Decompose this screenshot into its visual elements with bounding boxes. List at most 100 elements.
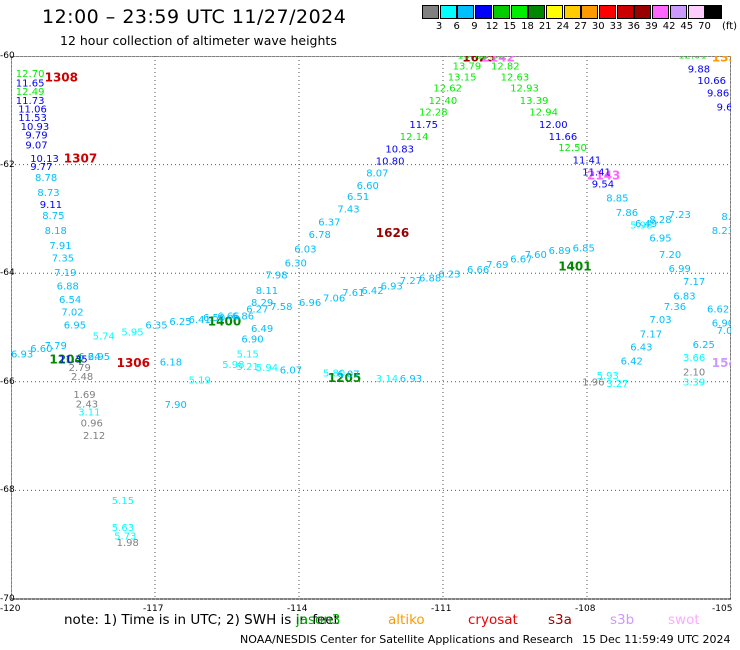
colorbar-swatch bbox=[528, 5, 546, 19]
pass-time-label: 1204 bbox=[49, 352, 82, 366]
wave-height-value: 5.63 bbox=[112, 523, 134, 534]
wave-height-value: 8.23 bbox=[712, 226, 731, 237]
colorbar-label: 12 bbox=[485, 21, 499, 32]
colorbar-swatch bbox=[599, 5, 616, 19]
wave-height-value: 12.14 bbox=[400, 132, 429, 143]
wave-height-value: 12.00 bbox=[539, 120, 568, 131]
wave-height-value: 8.11 bbox=[256, 286, 278, 297]
colorbar-swatch bbox=[475, 5, 493, 19]
wave-height-value: 6.50 bbox=[203, 313, 225, 324]
wave-height-value: 7.17 bbox=[640, 329, 662, 340]
wave-height-value: 6.60 bbox=[30, 344, 52, 355]
wave-height-value: 6.95 bbox=[649, 234, 671, 245]
wave-height-value: 9.86 bbox=[707, 89, 729, 100]
pass-time-label: 1307 bbox=[64, 151, 97, 165]
credit-text: NOAA/NESDIS Center for Satellite Applica… bbox=[240, 633, 574, 646]
wave-height-value: 7.60 bbox=[525, 250, 547, 261]
wave-height-value: 7.98 bbox=[265, 271, 287, 282]
wave-height-value: 10.93 bbox=[21, 122, 50, 133]
wave-height-value: 6.43 bbox=[630, 342, 652, 353]
wave-height-value: 7.20 bbox=[659, 250, 681, 261]
footer-note: note: 1) Time is in UTC; 2) SWH is in fe… bbox=[64, 612, 339, 628]
pass-time-label: 2143 bbox=[587, 168, 620, 182]
wave-height-value: 12.94 bbox=[529, 108, 558, 119]
wave-height-value: 6.93 bbox=[11, 349, 33, 360]
wave-height-value: 6.83 bbox=[673, 291, 695, 302]
wave-height-value: 11.66 bbox=[549, 132, 578, 143]
colorbar-label: 33 bbox=[609, 21, 623, 32]
wave-height-value: 7.86 bbox=[616, 208, 638, 219]
wave-height-value: 8.93 bbox=[721, 212, 731, 223]
wave-height-value: 6.30 bbox=[285, 259, 307, 270]
wave-height-value: 2.43 bbox=[76, 399, 98, 410]
longitude-label: -108 bbox=[575, 604, 596, 614]
wave-height-value: 12.01 bbox=[678, 56, 707, 62]
colorbar-label: 70 bbox=[698, 21, 711, 32]
pass-time-label: 1626 bbox=[376, 226, 409, 240]
wave-height-value: 6.88 bbox=[57, 281, 79, 292]
wave-height-value: 5.93 bbox=[597, 371, 619, 382]
wave-height-value: 12.70 bbox=[16, 69, 45, 80]
wave-height-value: 2.48 bbox=[71, 372, 93, 383]
wave-height-value: 12.93 bbox=[510, 83, 539, 94]
wave-height-value: 9.79 bbox=[25, 131, 47, 142]
colorbar-unit: (ft) bbox=[722, 21, 738, 32]
wave-height-value: 8.07 bbox=[366, 169, 388, 180]
wave-height-value: 3.66 bbox=[683, 353, 705, 364]
colorbar-label: 27 bbox=[574, 21, 587, 32]
longitude-label: -120 bbox=[0, 604, 21, 614]
wave-height-value: 6.86 bbox=[232, 311, 254, 322]
wave-height-value: 13.79 bbox=[453, 62, 482, 73]
pass-time-label: 135 bbox=[712, 56, 731, 64]
latitude-label: -70 bbox=[0, 594, 15, 604]
colorbar-swatch bbox=[669, 5, 687, 19]
wave-height-value: 13.73 bbox=[457, 56, 486, 62]
map-subtitle: 12 hour collection of altimeter wave hei… bbox=[60, 33, 337, 48]
generation-timestamp: 15 Dec 11:59:49 UTC 2024 bbox=[582, 633, 731, 646]
wave-height-value: 6.25 bbox=[693, 340, 715, 351]
latitude-label: -68 bbox=[0, 485, 15, 496]
wave-height-value: 12.62 bbox=[433, 83, 462, 94]
wave-height-value: 7.36 bbox=[664, 302, 686, 313]
wave-height-value: 10.66 bbox=[697, 76, 726, 87]
colorbar-swatch bbox=[422, 5, 439, 19]
latitude-label: -60 bbox=[0, 51, 15, 61]
wave-height-value: 6.88 bbox=[419, 273, 441, 284]
wave-height-value: 6.93 bbox=[381, 281, 403, 292]
wave-height-value: 7.17 bbox=[683, 277, 705, 288]
wave-height-value: 7.79 bbox=[45, 341, 67, 352]
pass-time-label: 1205 bbox=[328, 371, 361, 385]
colorbar-label: 18 bbox=[521, 21, 534, 32]
wave-height-value: 3.14 bbox=[376, 374, 398, 385]
wave-height-value: 7.69 bbox=[486, 260, 508, 271]
colorbar-swatch bbox=[457, 5, 475, 19]
wave-height-value: 6.42 bbox=[621, 356, 643, 367]
wave-height-value: 13.50 bbox=[477, 56, 506, 62]
wave-height-value: 6.78 bbox=[309, 230, 331, 241]
wave-height-value: 0.96 bbox=[81, 418, 103, 429]
colorbar-label: 45 bbox=[680, 21, 694, 32]
wave-height-value: 2.12 bbox=[83, 431, 105, 442]
wave-height-value: 13.39 bbox=[520, 96, 549, 107]
colorbar-label: 21 bbox=[538, 21, 552, 32]
colorbar-swatch bbox=[563, 5, 581, 19]
wave-height-labels: 1308 1307 1306 1204 1400 1205 1626 1625 1401 2143… bbox=[11, 56, 731, 549]
longitude-label: -114 bbox=[287, 604, 308, 614]
satellite-altiko: altiko bbox=[388, 612, 425, 628]
wave-height-value: 7.27 bbox=[400, 276, 422, 287]
wave-height-value: 7.19 bbox=[54, 268, 76, 279]
wave-height-value: 6.27 bbox=[246, 304, 268, 315]
wave-height-value: 10.13 bbox=[30, 154, 59, 165]
wave-height-value: 6.42 bbox=[361, 286, 383, 297]
wave-height-value: 6.90 bbox=[241, 335, 263, 346]
wave-height-value: 6.67 bbox=[510, 254, 532, 265]
wave-height-value: 6.25 bbox=[169, 317, 191, 328]
pass-time-label: 1306 bbox=[117, 356, 150, 370]
satellite-jason3: jason3 bbox=[296, 612, 341, 628]
wave-height-value: 5.19 bbox=[189, 375, 211, 386]
colorbar-label: 6 bbox=[453, 21, 460, 32]
wave-height-value: 7.43 bbox=[337, 204, 359, 215]
colorbar-label: 15 bbox=[503, 21, 517, 32]
wave-height-value: 3.39 bbox=[683, 378, 705, 389]
pass-time-label: 1308 bbox=[45, 71, 78, 85]
